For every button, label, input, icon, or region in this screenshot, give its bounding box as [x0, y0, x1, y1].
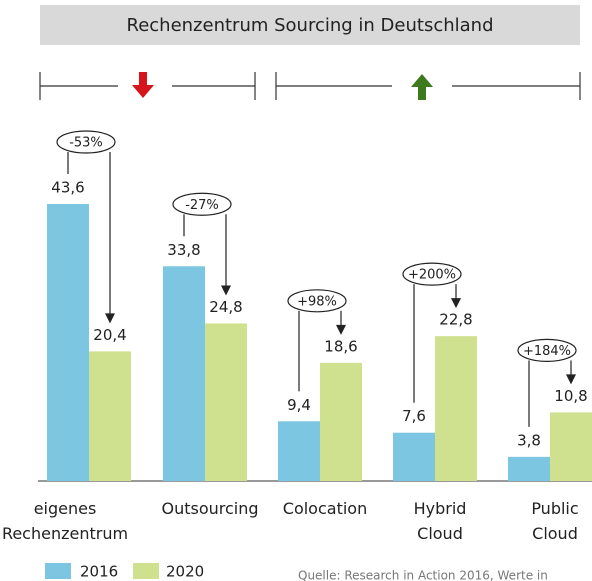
legend-label-2: 2020 [166, 563, 204, 581]
annotation: -53% [69, 136, 103, 151]
bar [163, 266, 205, 481]
annotation-arrowhead [105, 313, 115, 324]
annotation-ellipse [517, 338, 577, 362]
chart-title: Rechenzentrum Sourcing in Deutschland [127, 15, 494, 36]
value-label: 33,8 [167, 241, 200, 259]
annotation-ellipse [56, 130, 116, 154]
bar [435, 336, 477, 481]
legend-swatch [45, 563, 71, 579]
value-label: 18,6 [324, 337, 357, 355]
bar [47, 204, 89, 481]
bar [508, 456, 550, 481]
value-label: 22,8 [439, 311, 472, 329]
category-label: Colocation [282, 499, 368, 518]
bar [550, 412, 592, 481]
down-arrow [132, 72, 154, 98]
legend-label: 2016 [80, 563, 118, 581]
bar [393, 432, 435, 481]
category-label: Public Cloud [531, 499, 579, 543]
bar [205, 323, 247, 481]
value-label: 10,8 [554, 387, 587, 405]
value-label: 20,4 [93, 326, 126, 344]
annotation: -27% [185, 198, 219, 213]
value-label: 9,4 [287, 396, 311, 414]
value-label: 43,6 [51, 179, 84, 197]
annotation: +184% [523, 344, 571, 359]
annotation-arrowhead [451, 298, 461, 309]
category-label: eigenes Rechenzentrum [1, 499, 129, 543]
value-label: 3,8 [517, 431, 541, 449]
annotation-arrowhead [221, 285, 231, 296]
annotation-ellipse [402, 262, 462, 286]
legend-swatch-2 [133, 563, 159, 579]
annotation: +200% [408, 268, 456, 283]
up-arrow [411, 74, 433, 100]
category-label: Outsourcing [161, 499, 259, 518]
value-label: 24,8 [209, 298, 242, 316]
value-label: 7,6 [402, 407, 426, 425]
title-background [40, 5, 580, 45]
category-label: Hybrid Cloud [413, 499, 467, 543]
bar [89, 351, 131, 481]
annotation-arrowhead [566, 374, 576, 385]
annotation-ellipse [172, 192, 232, 216]
source: Quelle: Research in Action 2016, Werte i… [298, 569, 548, 581]
annotation-ellipse [287, 289, 347, 313]
bar [278, 421, 320, 481]
brackets [39, 72, 581, 100]
bar [320, 362, 362, 481]
annotation-arrowhead [336, 324, 346, 335]
annotation: +98% [297, 294, 337, 309]
